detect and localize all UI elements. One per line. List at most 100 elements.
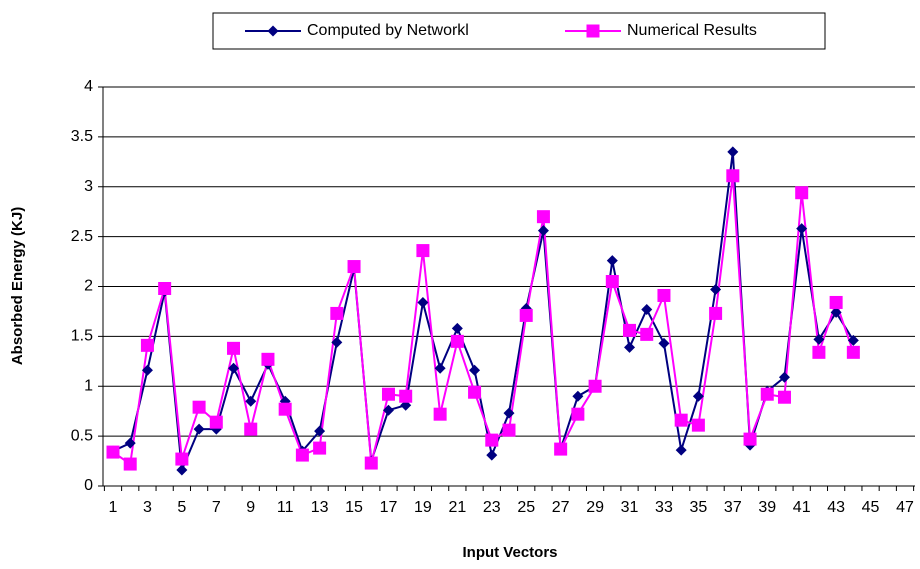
data-point (588, 379, 602, 393)
x-tick-label: 17 (380, 499, 398, 516)
data-point (692, 390, 704, 402)
data-point (347, 260, 361, 274)
data-point (123, 457, 137, 471)
data-point (710, 283, 722, 295)
y-tick-label: 2 (84, 278, 93, 295)
data-point (606, 255, 618, 267)
data-point (829, 295, 843, 309)
x-axis-label: Input Vectors (462, 544, 557, 561)
y-tick-label: 0 (84, 477, 93, 494)
y-tick-label: 3 (84, 178, 93, 195)
data-point (536, 210, 550, 224)
data-point (743, 432, 757, 446)
data-point (227, 341, 241, 355)
data-point (727, 146, 739, 158)
x-tick-label: 39 (758, 499, 776, 516)
data-point (244, 422, 258, 436)
x-tick-label: 15 (345, 499, 363, 516)
x-tick-label: 41 (793, 499, 811, 516)
data-point (416, 244, 430, 258)
data-point (124, 437, 136, 449)
x-tick-label: 33 (655, 499, 673, 516)
x-tick-label: 5 (177, 499, 186, 516)
x-tick-label: 3 (143, 499, 152, 516)
data-point (571, 407, 585, 421)
data-point (450, 334, 464, 348)
data-point (434, 362, 446, 374)
y-tick-label: 1.5 (71, 328, 93, 345)
data-point (364, 456, 378, 470)
data-point (813, 333, 825, 345)
data-point (657, 288, 671, 302)
data-point (140, 338, 154, 352)
x-tick-label: 25 (517, 499, 535, 516)
data-point (796, 223, 808, 235)
data-point (331, 336, 343, 348)
data-point (830, 306, 842, 318)
data-point (278, 402, 292, 416)
x-tick-label: 9 (246, 499, 255, 516)
data-point (572, 390, 584, 402)
data-point (175, 452, 189, 466)
x-tick-label: 21 (448, 499, 466, 516)
data-point (381, 387, 395, 401)
data-point (658, 337, 670, 349)
data-point (777, 390, 791, 404)
data-point (674, 413, 688, 427)
data-point (176, 464, 188, 476)
legend-box (212, 12, 826, 50)
data-point (382, 404, 394, 416)
legend-marker (586, 24, 600, 38)
data-point (106, 445, 120, 459)
data-point (537, 225, 549, 237)
x-tick-label: 13 (311, 499, 329, 516)
series-line (112, 175, 855, 466)
data-point (641, 303, 653, 315)
x-tick-label: 11 (277, 499, 294, 516)
data-point (503, 407, 515, 419)
data-point (399, 389, 413, 403)
data-point (675, 444, 687, 456)
legend-marker (267, 25, 279, 37)
x-tick-label: 31 (621, 499, 639, 516)
data-point (778, 371, 790, 383)
data-point (314, 425, 326, 437)
x-tick-label: 37 (724, 499, 742, 516)
legend-label: Numerical Results (627, 22, 757, 39)
data-point (623, 323, 637, 337)
x-tick-label: 1 (109, 499, 118, 516)
data-point (469, 364, 481, 376)
x-tick-label: 27 (552, 499, 570, 516)
x-tick-label: 35 (689, 499, 707, 516)
y-tick-label: 0.5 (71, 427, 93, 444)
data-point (192, 400, 206, 414)
data-point (709, 306, 723, 320)
y-tick-label: 2.5 (71, 228, 93, 245)
x-tick-label: 43 (827, 499, 845, 516)
data-point (193, 423, 205, 435)
data-point (624, 341, 636, 353)
data-point (605, 275, 619, 289)
data-point (433, 407, 447, 421)
data-point (245, 395, 257, 407)
x-tick-label: 29 (586, 499, 604, 516)
data-point (502, 423, 516, 437)
data-point (760, 387, 774, 401)
y-tick-label: 4 (84, 78, 93, 95)
data-point (295, 448, 309, 462)
data-point (313, 441, 327, 455)
x-tick-label: 47 (896, 499, 914, 516)
data-point (209, 415, 223, 429)
data-point (228, 362, 240, 374)
data-point (451, 322, 463, 334)
x-tick-label: 7 (212, 499, 221, 516)
data-point (158, 281, 172, 295)
data-point (141, 364, 153, 376)
data-point (485, 433, 499, 447)
data-point (519, 308, 533, 322)
y-tick-label: 1 (84, 377, 93, 394)
data-point (417, 296, 429, 308)
data-point (795, 186, 809, 200)
data-point (847, 334, 859, 346)
